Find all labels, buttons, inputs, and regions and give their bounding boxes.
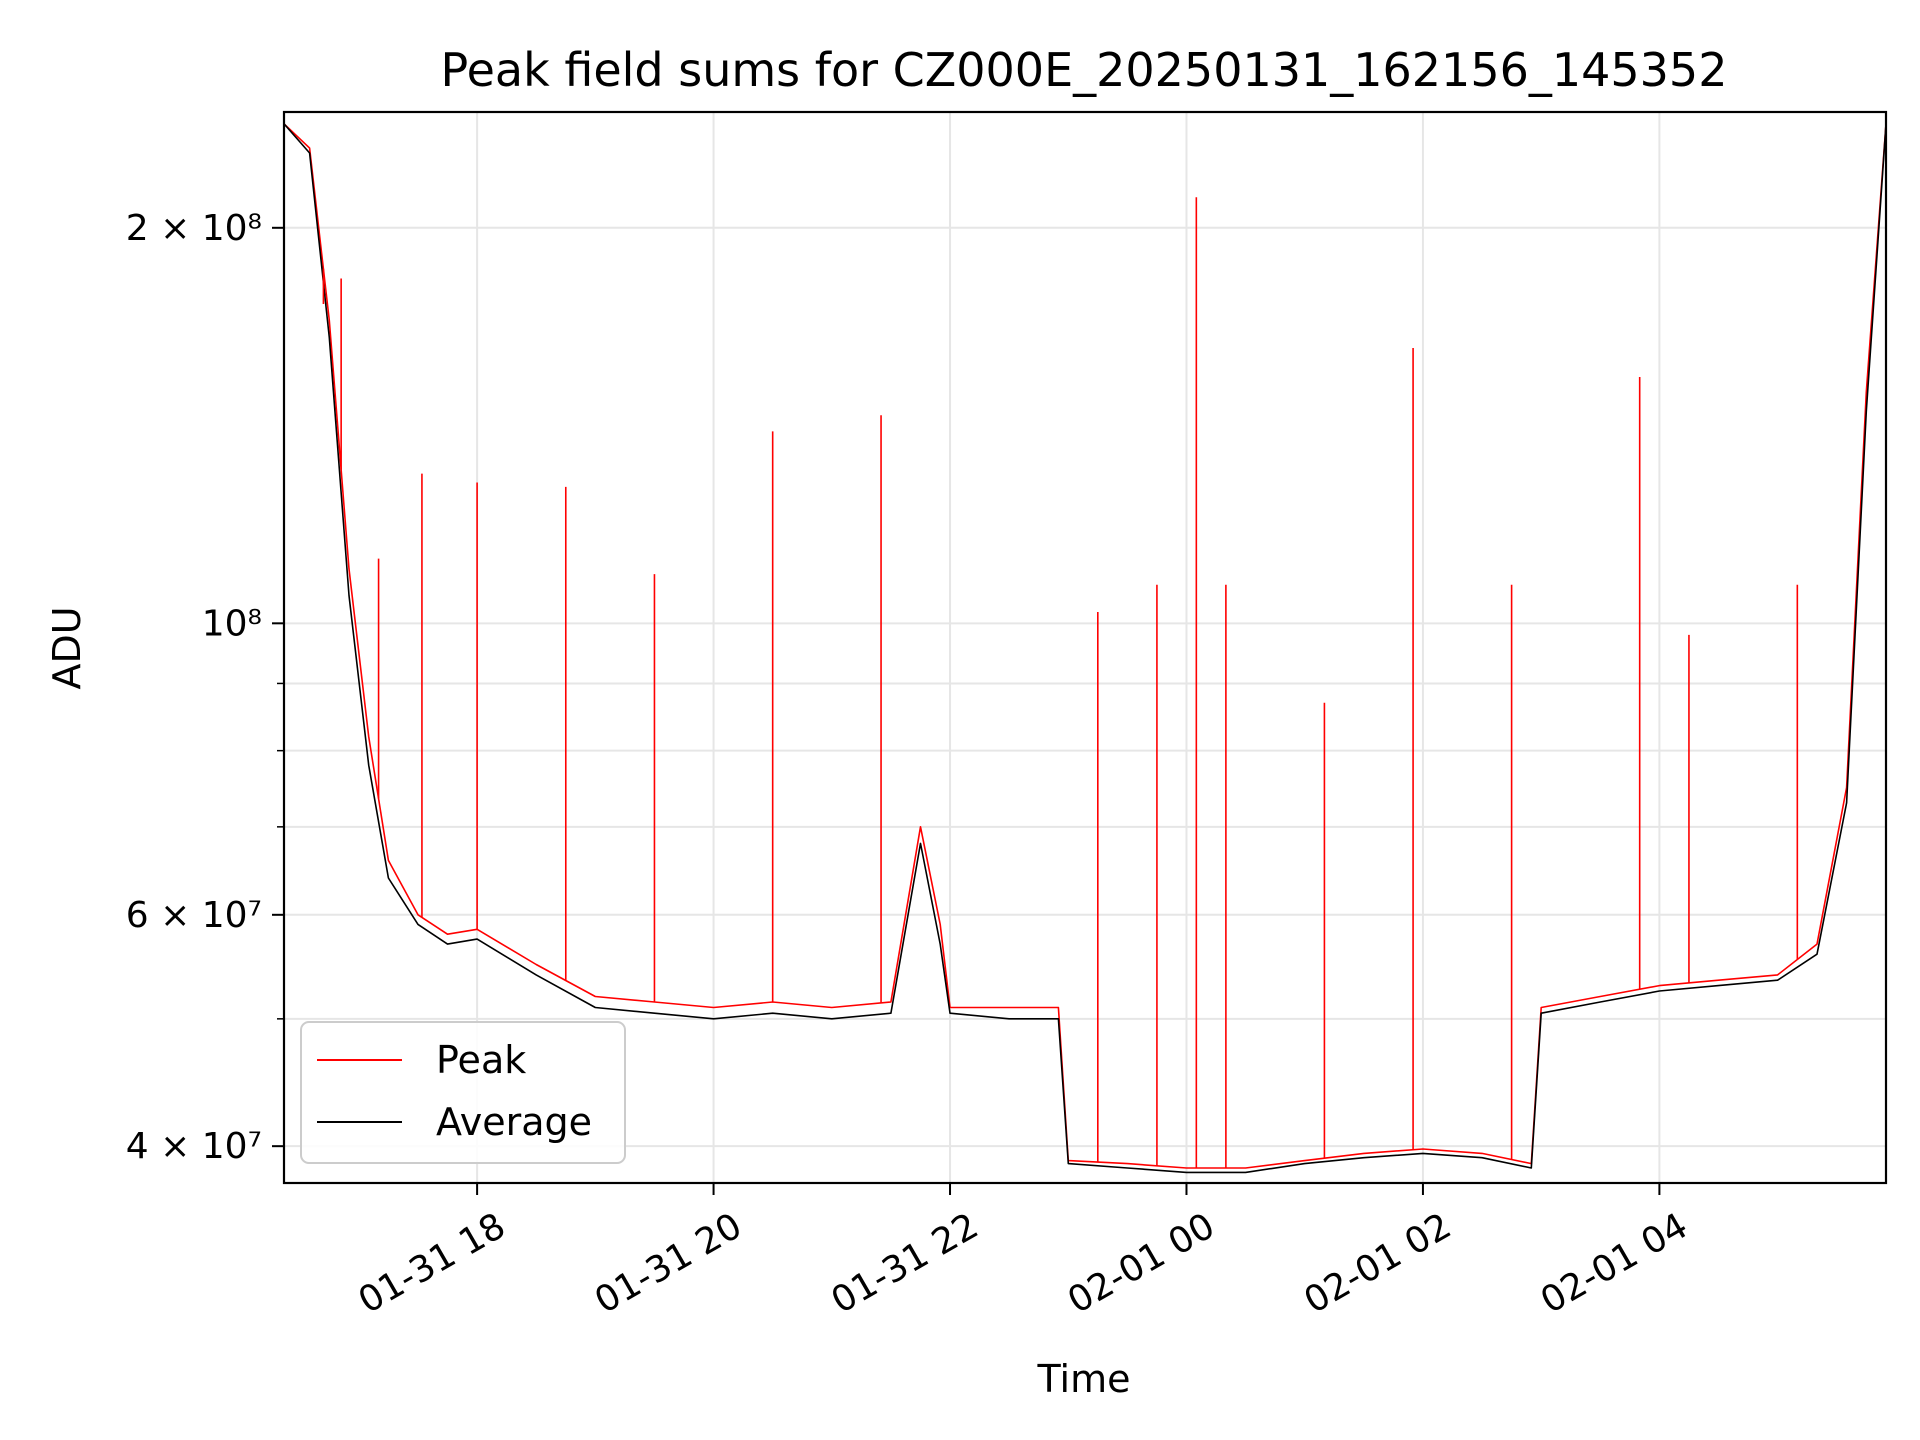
y-axis-ticks: 4 × 10⁷ 6 × 10⁷ 10⁸ 2 × 10⁸ [126, 208, 284, 1167]
y-tick-label: 2 × 10⁸ [126, 208, 262, 249]
y-tick-label: 10⁸ [202, 603, 262, 644]
legend: Peak Average [300, 1021, 626, 1164]
y-tick-label: 4 × 10⁷ [126, 1126, 262, 1167]
chart-title: Peak field sums for CZ000E_20250131_1621… [441, 43, 1728, 97]
x-axis-label: Time [1037, 1357, 1131, 1401]
series-line-peak [283, 123, 1887, 1169]
legend-box [300, 1021, 626, 1164]
legend-label-average: Average [436, 1100, 592, 1144]
gridlines [284, 112, 1886, 1183]
y-tick-label: 6 × 10⁷ [126, 895, 262, 936]
y-axis-label: ADU [45, 606, 89, 689]
legend-label-peak: Peak [436, 1038, 526, 1082]
series-line-average [283, 123, 1887, 1174]
plot-frame [282, 110, 1888, 1185]
series-layer [283, 123, 1887, 1174]
plot-area [284, 112, 1886, 1183]
